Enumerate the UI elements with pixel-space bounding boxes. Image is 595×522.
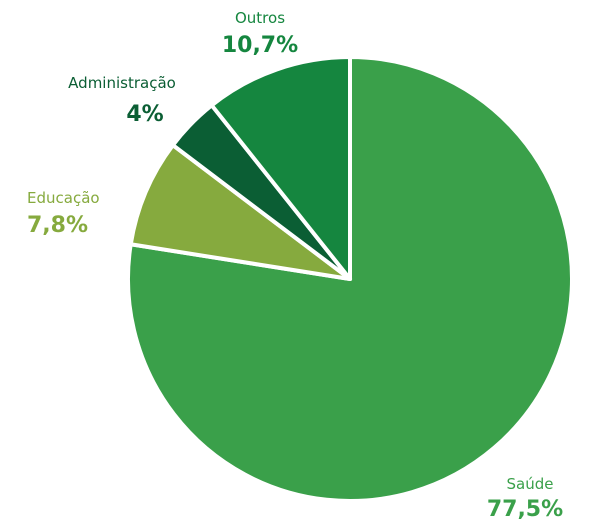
- pie-slices: [126, 55, 574, 503]
- slice-value-saude: 77,5%: [487, 497, 563, 522]
- pie-labels: Saúde 77,5% Educação 7,8% Administração …: [27, 9, 563, 522]
- slice-value-outros: 10,7%: [222, 33, 298, 58]
- pie-slice-saude: [126, 55, 574, 503]
- slice-label-educacao: Educação: [27, 189, 100, 207]
- slice-label-administracao: Administração: [68, 74, 176, 92]
- slice-value-administracao: 4%: [126, 102, 163, 127]
- slice-value-educacao: 7,8%: [27, 213, 88, 238]
- slice-label-outros: Outros: [235, 9, 285, 27]
- pie-slice-educacao: [128, 143, 352, 281]
- slice-label-saude: Saúde: [507, 475, 554, 493]
- pie-slice-outros: [209, 55, 352, 281]
